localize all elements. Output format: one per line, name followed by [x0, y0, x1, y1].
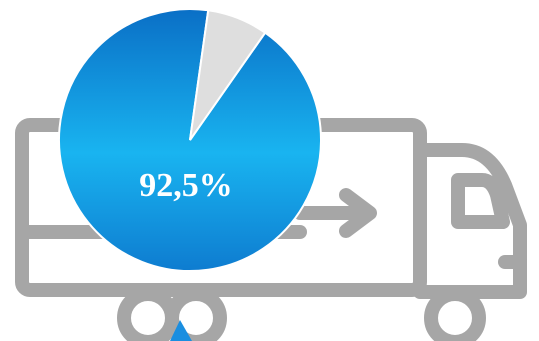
- pointer-decoration: [170, 320, 192, 341]
- truck-wheel: [165, 287, 227, 341]
- truck-wheel: [117, 287, 179, 341]
- slice-label: 92,5%: [139, 167, 233, 204]
- truck-wheel: [424, 287, 486, 341]
- truck-cab: [413, 143, 527, 299]
- pie-chart: 92,5%: [58, 8, 322, 272]
- truck-window: [451, 173, 510, 229]
- truck-arrow: [293, 188, 377, 238]
- pie-slice: [189, 9, 267, 141]
